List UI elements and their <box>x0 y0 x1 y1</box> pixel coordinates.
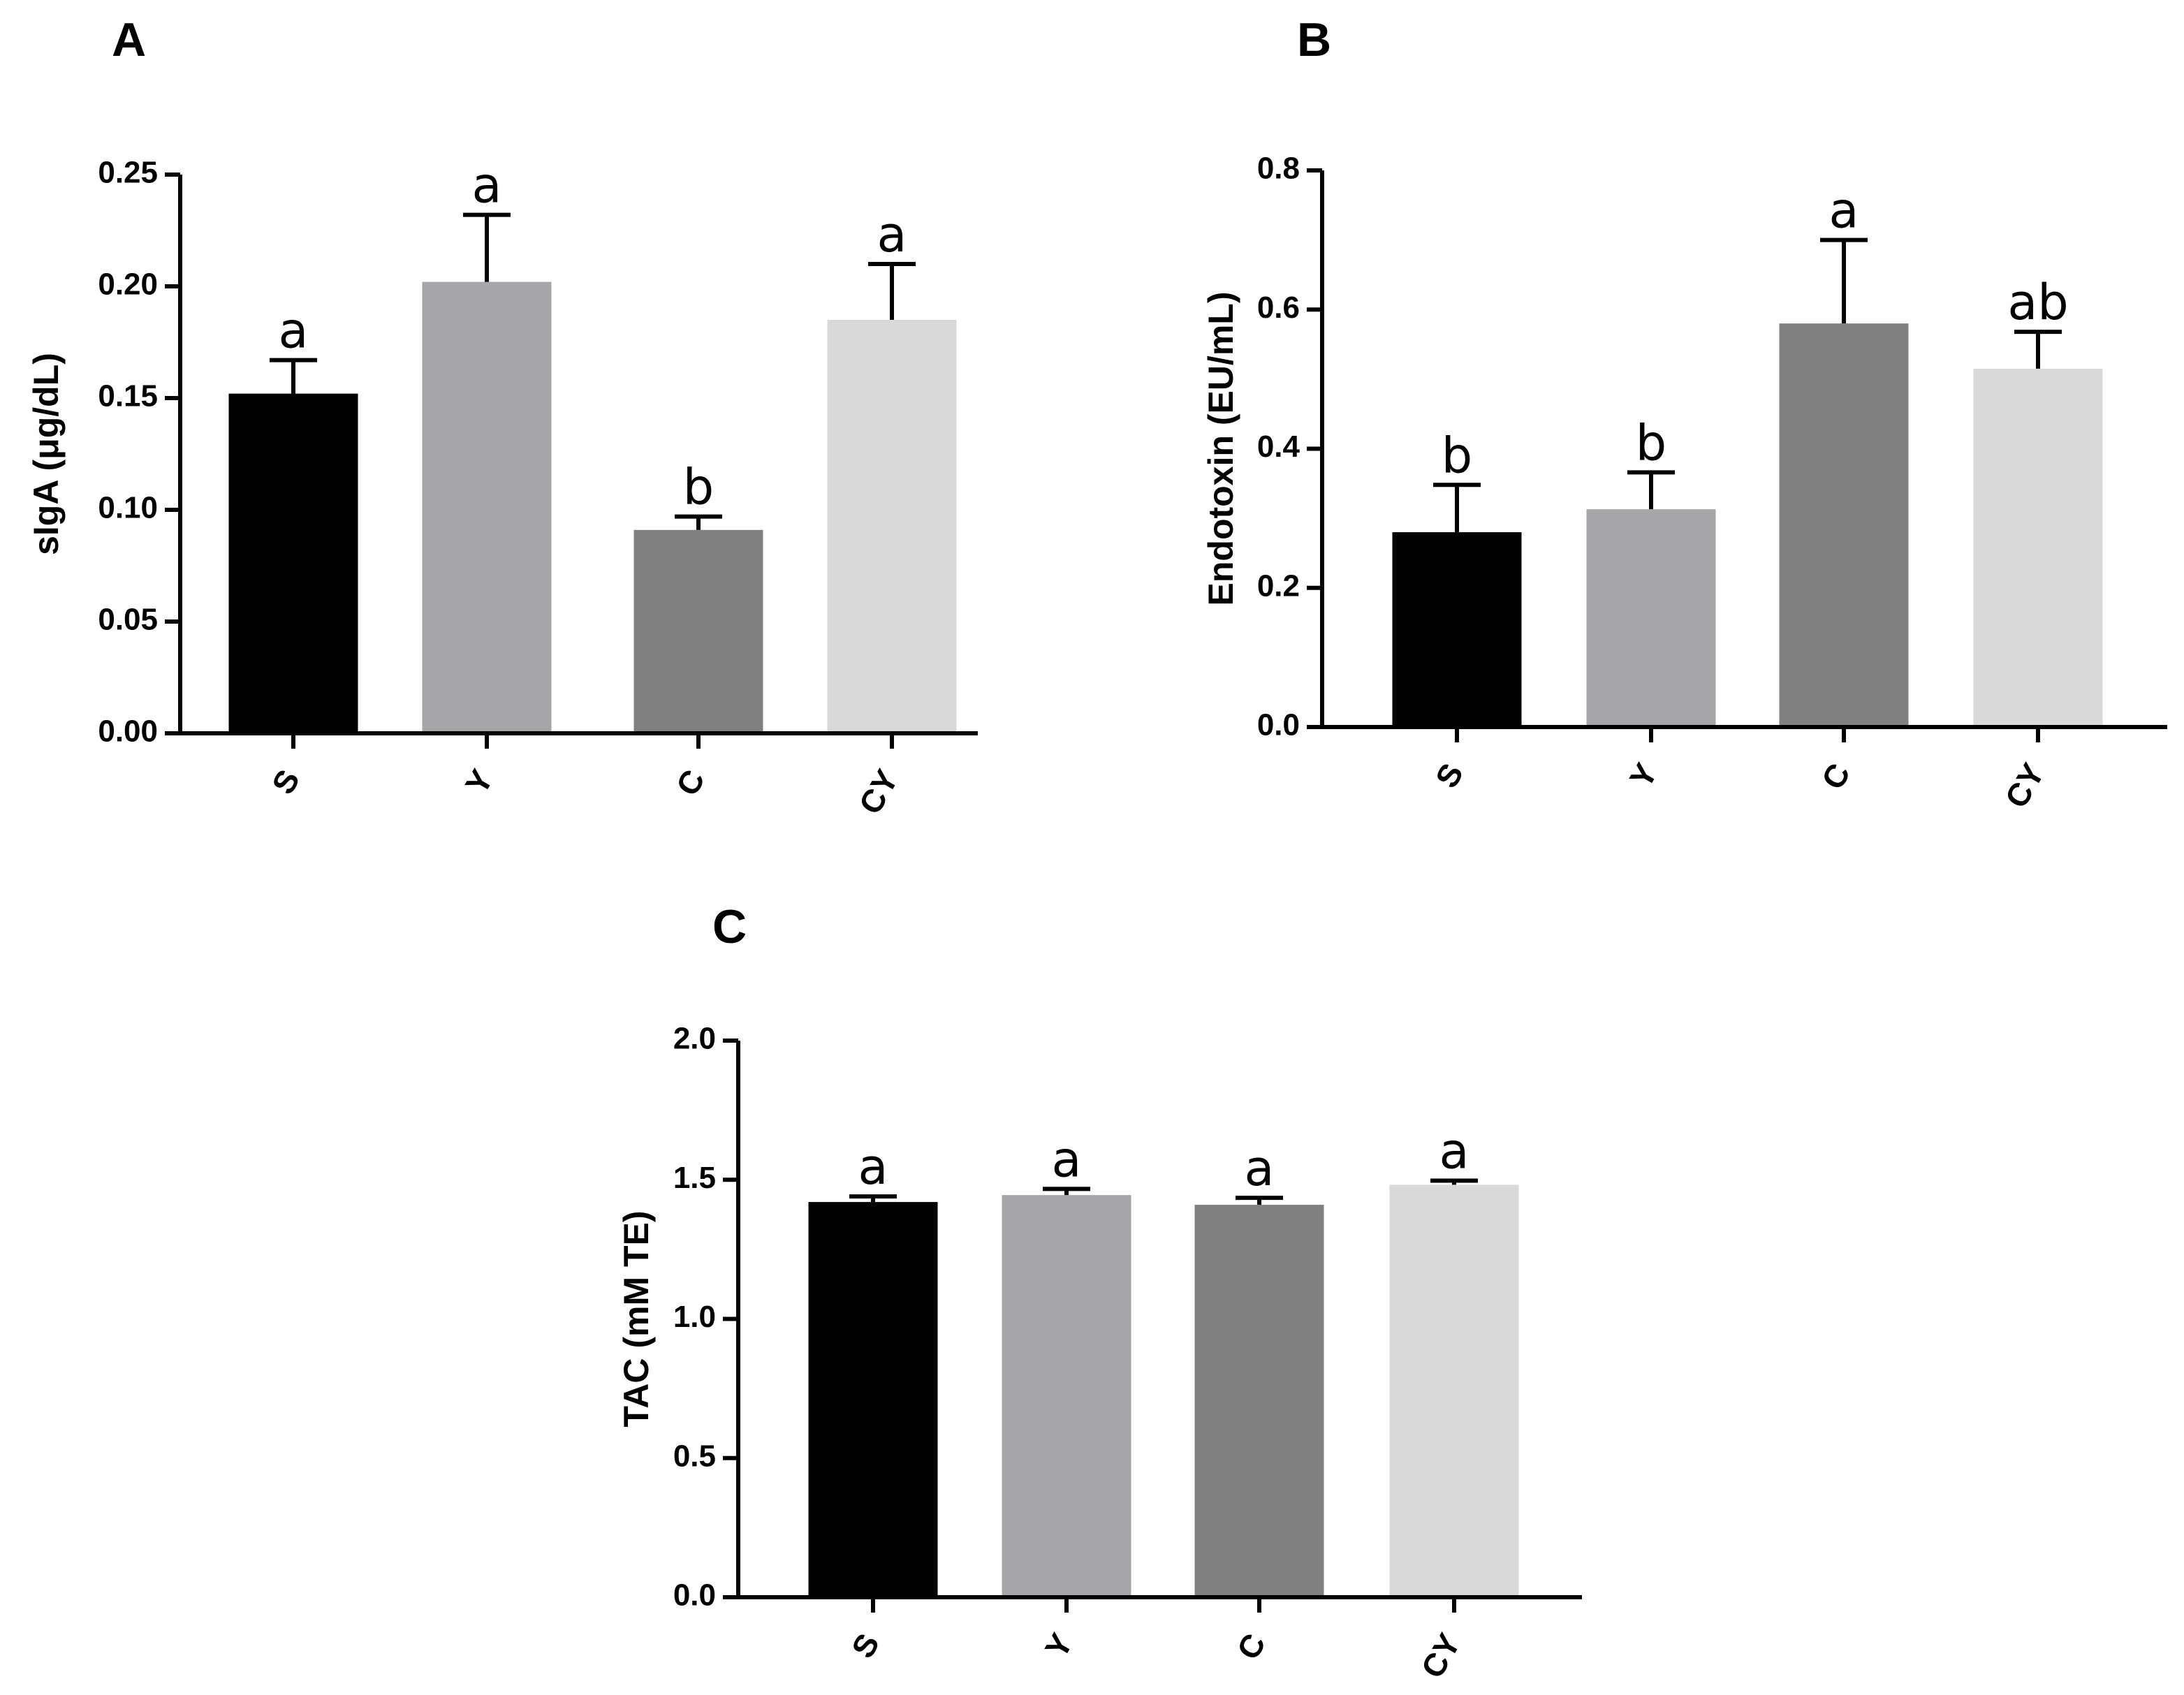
y-tick-label-c-4: 2.0 <box>673 1022 716 1056</box>
y-tick-label-a-4: 0.20 <box>98 267 158 302</box>
significance-label-c-2: a <box>1245 1140 1275 1197</box>
category-label-c-3: CY <box>1414 1627 1467 1684</box>
bar-b-s <box>1392 532 1522 727</box>
bar-c-cy <box>1389 1184 1519 1597</box>
category-label-b-1: Y <box>1622 757 1664 794</box>
panel-letter-b: B <box>1297 13 1331 66</box>
y-tick-label-b-2: 0.4 <box>1257 430 1300 464</box>
significance-label-b-0: b <box>1442 427 1472 484</box>
category-label-a-0: S <box>265 763 307 800</box>
bar-b-c <box>1779 323 1909 727</box>
y-tick-label-b-1: 0.2 <box>1257 568 1300 603</box>
category-label-b-2: C <box>1815 757 1858 795</box>
category-label-a-2: C <box>669 763 712 802</box>
category-label-b-3: CY <box>1998 757 2051 814</box>
panel-a: Aa Sa Yb Ca CY 0.00 0.05 0.10 0.15 0.20 0.25 sIgA (… <box>27 13 978 820</box>
y-axis-title-b: Endotoxin (EU/mL) <box>1201 292 1240 606</box>
bar-c-c <box>1194 1205 1324 1597</box>
panel-letter-a: A <box>112 13 146 66</box>
y-tick-label-a-2: 0.10 <box>98 491 158 525</box>
panel-c: Ca Sa Ya Ca CY 0.0 0.5 1.0 1.5 2.0 TAC (mM TE) <box>617 900 1582 1684</box>
panel-letter-c: C <box>712 900 747 953</box>
significance-label-c-1: a <box>1052 1131 1082 1188</box>
significance-label-b-2: a <box>1829 182 1859 240</box>
bar-a-c <box>633 529 763 733</box>
bar-a-cy <box>827 320 957 733</box>
bar-a-s <box>228 393 358 733</box>
bar-b-cy <box>1973 368 2103 727</box>
y-tick-label-c-3: 1.5 <box>673 1161 716 1195</box>
category-label-b-0: S <box>1428 757 1470 794</box>
bar-c-s <box>808 1202 938 1597</box>
bar-b-y <box>1586 509 1716 727</box>
y-axis-title-a: sIgA (μg/dL) <box>27 353 66 555</box>
y-tick-label-a-1: 0.05 <box>98 603 158 637</box>
category-label-a-3: CY <box>851 763 905 820</box>
significance-label-c-0: a <box>858 1138 888 1196</box>
category-label-c-2: C <box>1230 1627 1273 1666</box>
y-tick-label-a-5: 0.25 <box>98 156 158 190</box>
significance-label-a-1: a <box>472 157 502 214</box>
panel-b: Bb Sb Ya Cab CY 0.0 0.2 0.4 0.6 0.8 Endotoxin (EU/… <box>1201 13 2167 814</box>
significance-label-c-3: a <box>1439 1122 1470 1180</box>
significance-label-b-3: ab <box>2007 274 2068 331</box>
y-tick-label-b-4: 0.8 <box>1257 152 1300 186</box>
significance-label-a-0: a <box>279 302 309 360</box>
category-label-a-1: Y <box>458 763 500 800</box>
bar-a-y <box>422 281 552 734</box>
y-tick-label-a-3: 0.15 <box>98 379 158 413</box>
y-tick-label-a-0: 0.00 <box>98 714 158 749</box>
significance-label-b-1: b <box>1636 414 1666 471</box>
y-tick-label-c-0: 0.0 <box>673 1578 716 1613</box>
y-tick-label-b-3: 0.6 <box>1257 291 1300 325</box>
y-axis-title-c: TAC (mM TE) <box>617 1210 656 1427</box>
y-tick-label-c-2: 1.0 <box>673 1300 716 1334</box>
significance-label-a-2: b <box>683 459 714 516</box>
significance-label-a-3: a <box>877 206 907 263</box>
bar-c-y <box>1002 1195 1131 1597</box>
category-label-c-1: Y <box>1038 1627 1080 1664</box>
category-label-c-0: S <box>844 1627 886 1664</box>
y-tick-label-c-1: 0.5 <box>673 1439 716 1473</box>
y-tick-label-b-0: 0.0 <box>1257 708 1300 742</box>
